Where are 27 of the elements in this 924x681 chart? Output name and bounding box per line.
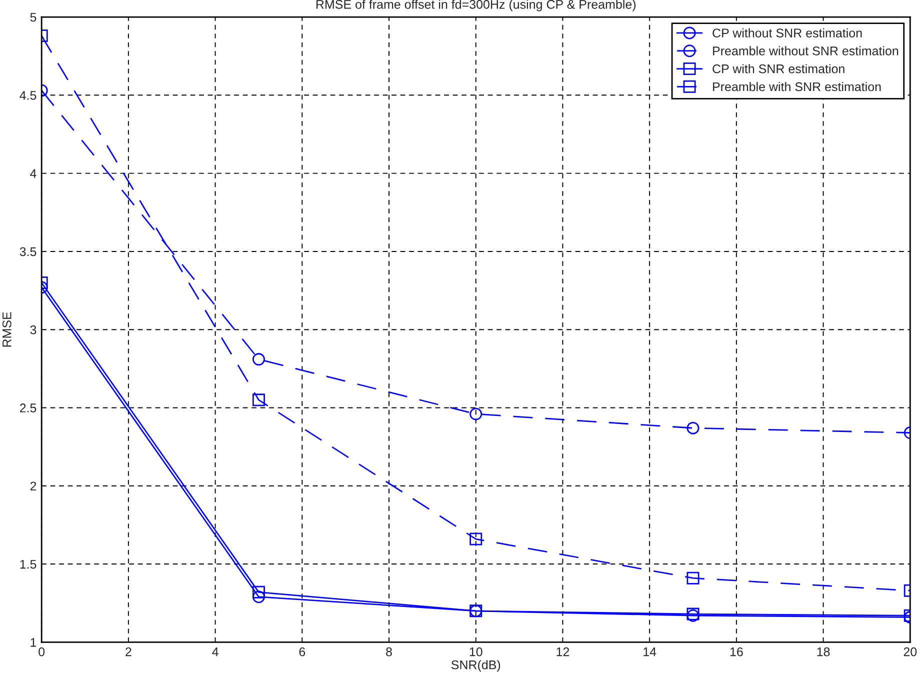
x-axis-title: SNR(dB) xyxy=(451,660,500,672)
x-tick-label: 2 xyxy=(126,647,132,656)
y-tick-label: 4.5 xyxy=(20,91,36,100)
legend-label: Preamble with SNR estimation xyxy=(713,82,881,92)
y-tick-label: 3 xyxy=(30,325,36,334)
x-tick-label: 12 xyxy=(556,647,570,656)
x-tick-label: 10 xyxy=(470,647,482,656)
legend-label: CP without SNR estimation xyxy=(712,28,862,38)
x-tick-label: 14 xyxy=(644,648,656,656)
y-tick-label: 4 xyxy=(30,169,36,178)
x-tick-label: 20 xyxy=(904,647,917,656)
x-tick-label: 6 xyxy=(299,647,306,656)
y-tick-label: 2 xyxy=(30,482,36,490)
x-tick-label: 0 xyxy=(38,647,45,656)
y-axis-title: RMSE xyxy=(2,312,12,347)
x-tick-label: 18 xyxy=(817,647,830,656)
x-tick-label: 16 xyxy=(730,647,743,656)
legend-label: Preamble without SNR estimation xyxy=(713,46,898,56)
legend-label: CP with SNR estimation xyxy=(712,64,844,74)
y-tick-label: 1.5 xyxy=(20,560,36,569)
x-tick-label: 8 xyxy=(386,647,392,656)
y-tick-label: 5 xyxy=(30,12,36,22)
y-tick-label: 2.5 xyxy=(20,404,36,412)
chart-title: RMSE of frame offset in fd=300Hz (using CP & Preamble) xyxy=(316,0,636,12)
y-tick-label: 3.5 xyxy=(20,247,36,256)
x-tick-label: 4 xyxy=(212,648,218,656)
y-tick-label: 1 xyxy=(30,638,36,647)
